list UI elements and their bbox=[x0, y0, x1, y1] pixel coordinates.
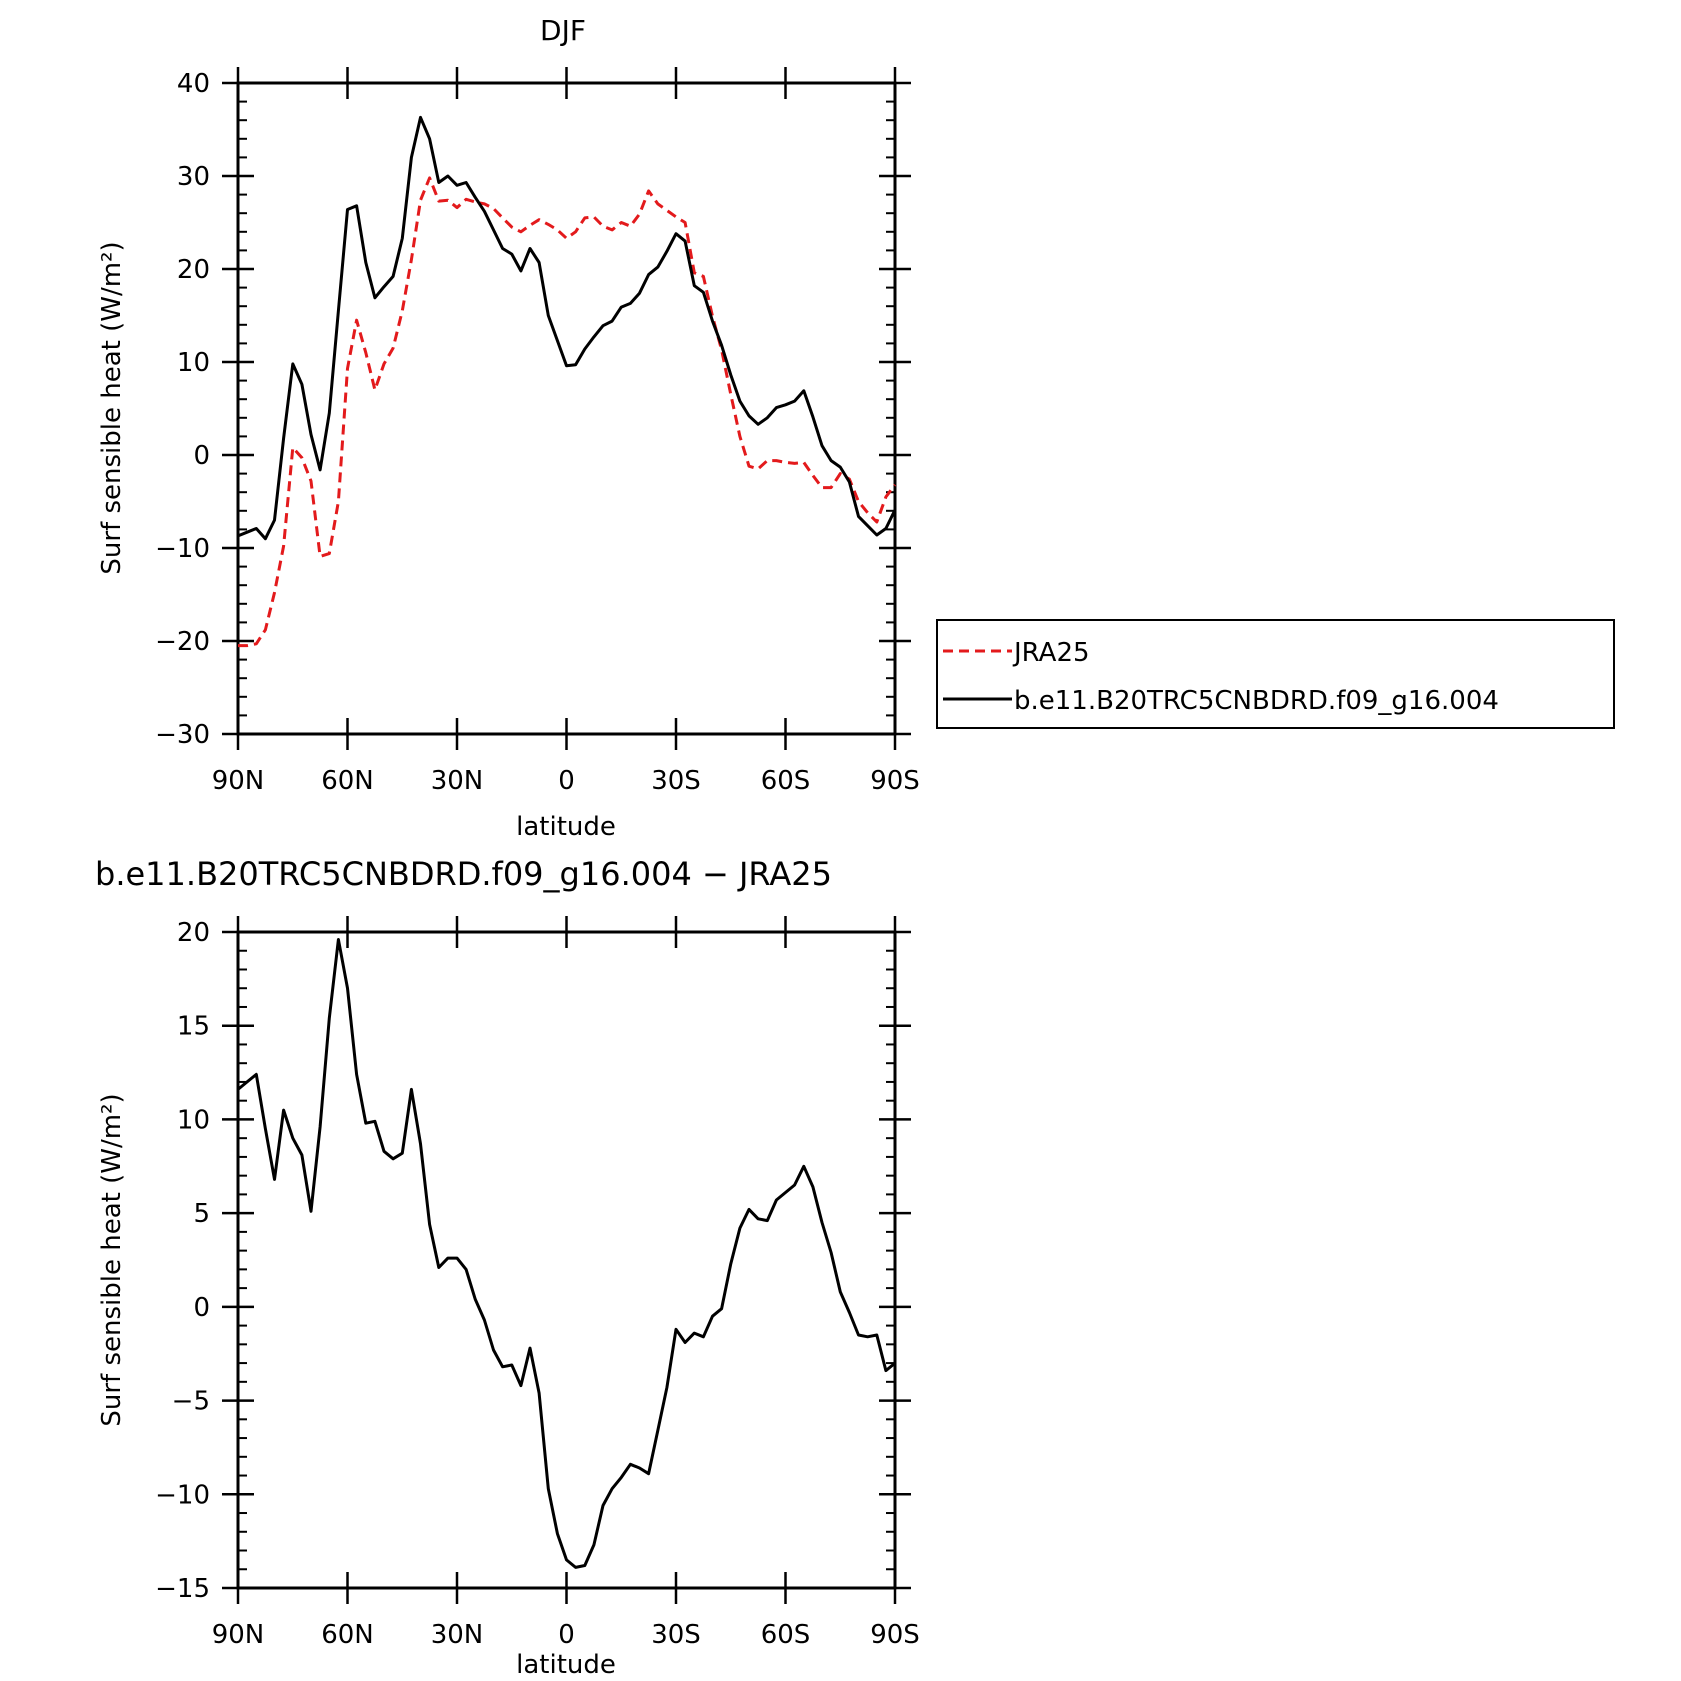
legend-label-model: b.e11.B20TRC5CNBDRD.f09_g16.004 bbox=[1014, 686, 1499, 716]
y-tick-label: 0 bbox=[193, 1293, 210, 1323]
y-tick-label: −15 bbox=[155, 1574, 210, 1604]
y-tick-label: −30 bbox=[155, 720, 210, 750]
bottom-chart-title: b.e11.B20TRC5CNBDRD.f09_g16.004 − JRA25 bbox=[95, 855, 832, 893]
x-tick-label: 90N bbox=[212, 1620, 265, 1650]
y-tick-label: −20 bbox=[155, 627, 210, 657]
x-tick-label: 30S bbox=[651, 1620, 701, 1650]
x-tick-label: 60N bbox=[321, 766, 374, 796]
legend-box bbox=[936, 619, 1615, 729]
top-chart-title: DJF bbox=[540, 14, 586, 47]
top-x-tick-labels: 90N 60N 30N 0 30S 60S 90S bbox=[212, 766, 920, 796]
bottom-x-axis-label: latitude bbox=[516, 1650, 616, 1680]
x-tick-label: 90S bbox=[870, 766, 920, 796]
top-axis-ticks bbox=[222, 67, 911, 750]
bottom-plot-frame bbox=[236, 930, 897, 1590]
legend: JRA25 b.e11.B20TRC5CNBDRD.f09_g16.004 bbox=[936, 619, 1615, 729]
y-tick-label: 15 bbox=[177, 1012, 210, 1042]
x-tick-label: 30N bbox=[431, 1620, 484, 1650]
bottom-x-tick-labels: 90N 60N 30N 0 30S 60S 90S bbox=[212, 1620, 920, 1650]
bottom-series-lines bbox=[237, 938, 896, 1569]
x-tick-label: 90S bbox=[870, 1620, 920, 1650]
y-tick-label: −10 bbox=[155, 1480, 210, 1510]
top-x-axis-label: latitude bbox=[516, 812, 616, 842]
bottom-y-tick-labels: 20 15 10 5 0 −5 −10 −15 bbox=[155, 918, 210, 1604]
legend-label-jra25: JRA25 bbox=[1012, 638, 1090, 668]
x-tick-label: 90N bbox=[212, 766, 265, 796]
top-y-tick-labels: 40 30 20 10 0 −10 −20 −30 bbox=[155, 69, 210, 750]
y-tick-label: 30 bbox=[177, 162, 210, 192]
top-y-axis-label: Surf sensible heat (W/m²) bbox=[97, 241, 127, 574]
top-plot-frame bbox=[236, 81, 897, 736]
y-tick-label: −5 bbox=[172, 1387, 210, 1417]
y-tick-label: 5 bbox=[193, 1199, 210, 1229]
y-tick-label: 0 bbox=[193, 441, 210, 471]
y-tick-label: 40 bbox=[177, 69, 210, 99]
bottom-axis-ticks bbox=[222, 916, 911, 1604]
series-line-0-0 bbox=[238, 176, 897, 648]
y-tick-label: 10 bbox=[177, 348, 210, 378]
y-tick-label: 10 bbox=[177, 1105, 210, 1135]
x-tick-label: 30S bbox=[651, 766, 701, 796]
y-tick-label: −10 bbox=[155, 534, 210, 564]
bottom-chart-panel: b.e11.B20TRC5CNBDRD.f09_g16.004 − JRA25 … bbox=[95, 855, 920, 1680]
x-tick-label: 0 bbox=[558, 1620, 575, 1650]
x-tick-label: 60N bbox=[321, 1620, 374, 1650]
series-line-0-1 bbox=[237, 115, 897, 541]
bottom-y-axis-label: Surf sensible heat (W/m²) bbox=[97, 1093, 127, 1426]
top-series-lines bbox=[237, 115, 897, 648]
x-tick-label: 60S bbox=[761, 1620, 811, 1650]
y-tick-label: 20 bbox=[177, 255, 210, 285]
y-tick-label: 20 bbox=[177, 918, 210, 948]
x-tick-label: 60S bbox=[761, 766, 811, 796]
series-line-1-0 bbox=[237, 938, 896, 1569]
x-tick-label: 30N bbox=[431, 766, 484, 796]
x-tick-label: 0 bbox=[558, 766, 575, 796]
